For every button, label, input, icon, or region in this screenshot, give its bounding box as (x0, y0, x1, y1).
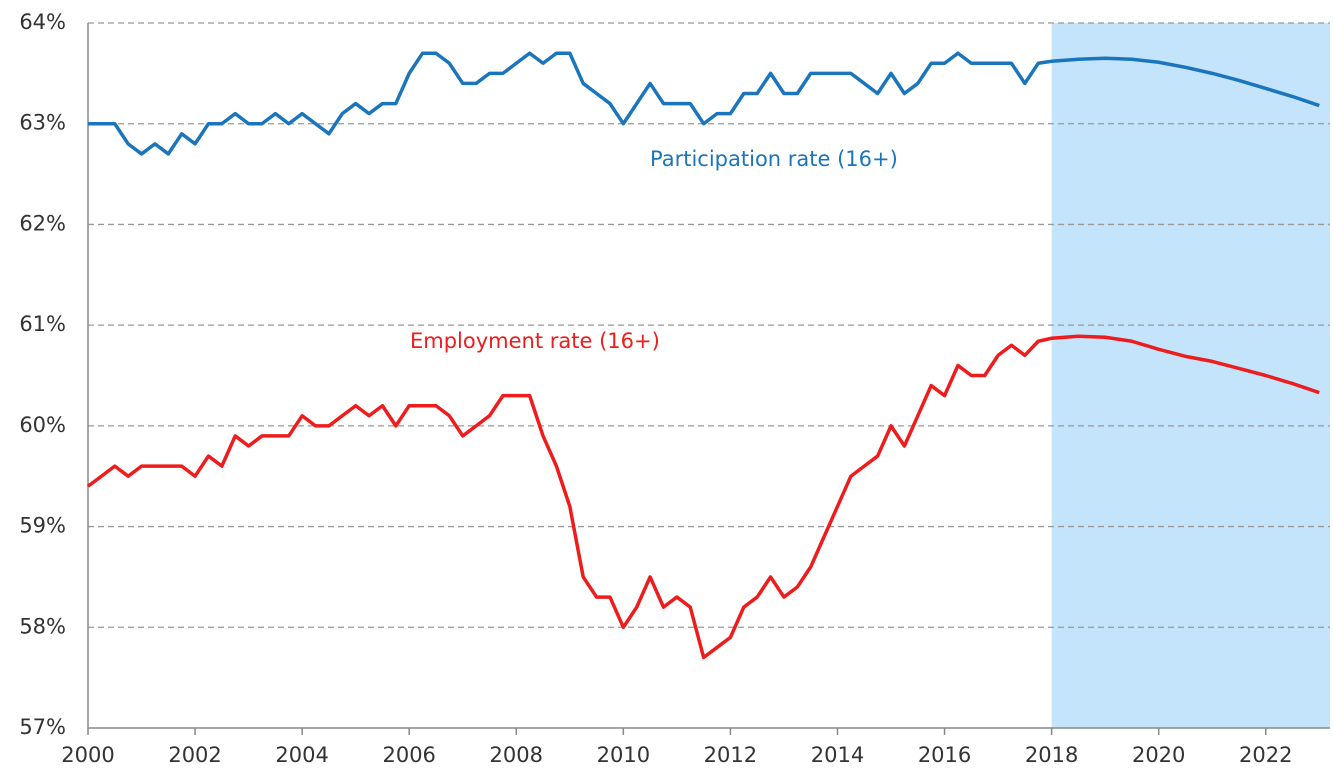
y-tick-label: 58% (19, 614, 66, 638)
series-line (88, 51, 1320, 156)
series-line (86, 334, 1320, 660)
y-tick-label: 60% (19, 413, 66, 437)
x-tick-label: 2006 (382, 743, 435, 767)
x-tick-label: 2016 (918, 743, 971, 767)
x-tick-label: 2022 (1239, 743, 1292, 767)
x-tick-label: 2012 (704, 743, 757, 767)
x-tick-label: 2008 (490, 743, 543, 767)
y-tick-label: 61% (19, 312, 66, 336)
series-label: Employment rate (16+) (410, 329, 660, 353)
x-tick-label: 2000 (61, 743, 114, 767)
y-tick-label: 59% (19, 514, 66, 538)
x-tick-label: 2018 (1025, 743, 1078, 767)
forecast-region (1051, 23, 1330, 728)
y-tick-label: 62% (19, 211, 66, 235)
y-tick-label: 57% (19, 715, 66, 739)
x-tick-label: 2004 (275, 743, 328, 767)
x-tick-label: 2010 (597, 743, 650, 767)
x-tick-label: 2014 (811, 743, 864, 767)
x-tick-label: 2002 (168, 743, 221, 767)
y-tick-label: 64% (19, 10, 66, 34)
x-tick-label: 2020 (1132, 743, 1185, 767)
y-tick-label: 63% (19, 111, 66, 135)
series-label: Participation rate (16+) (650, 147, 898, 171)
